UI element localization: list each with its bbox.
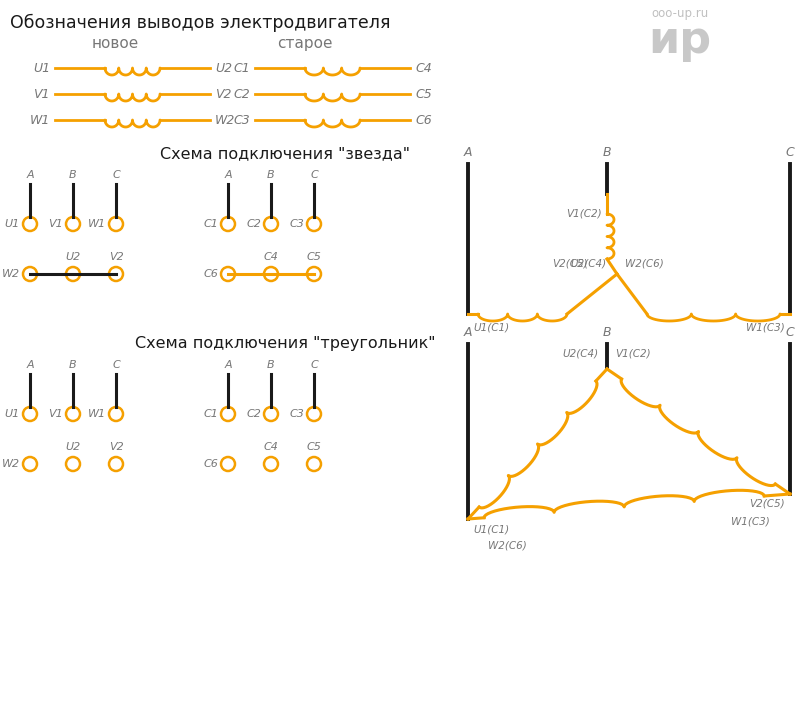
Text: A: A <box>464 146 472 159</box>
Text: U1: U1 <box>33 61 50 75</box>
Text: U1: U1 <box>5 409 20 419</box>
Text: C: C <box>112 170 120 180</box>
Text: Схема подключения "звезда": Схема подключения "звезда" <box>160 146 410 161</box>
Text: C3: C3 <box>289 219 304 229</box>
Text: U2(C4): U2(C4) <box>571 259 607 269</box>
Text: V2: V2 <box>109 252 123 262</box>
Text: C5: C5 <box>415 87 432 101</box>
Text: C4: C4 <box>415 61 432 75</box>
Text: W2: W2 <box>2 269 20 279</box>
Text: C6: C6 <box>415 113 432 127</box>
Text: C: C <box>786 146 794 159</box>
Text: U1(C1): U1(C1) <box>473 524 509 534</box>
Text: A: A <box>464 326 472 339</box>
Text: V2: V2 <box>109 442 123 452</box>
Text: V1: V1 <box>48 219 63 229</box>
Text: B: B <box>69 360 77 370</box>
Text: V2: V2 <box>215 87 231 101</box>
Text: C5: C5 <box>306 252 322 262</box>
Text: ир: ир <box>649 19 711 62</box>
Text: C2: C2 <box>246 219 261 229</box>
Text: C4: C4 <box>263 252 278 262</box>
Text: B: B <box>602 146 611 159</box>
Text: W1: W1 <box>88 409 106 419</box>
Text: U2: U2 <box>215 61 232 75</box>
Text: W2: W2 <box>2 459 20 469</box>
Text: C2: C2 <box>246 409 261 419</box>
Text: U2: U2 <box>66 252 81 262</box>
Text: C1: C1 <box>234 61 250 75</box>
Text: C3: C3 <box>289 409 304 419</box>
Text: новое: новое <box>91 36 138 51</box>
Text: C: C <box>112 360 120 370</box>
Text: W2: W2 <box>215 113 235 127</box>
Text: B: B <box>267 170 275 180</box>
Text: C: C <box>310 170 318 180</box>
Text: старое: старое <box>278 36 333 51</box>
Text: Схема подключения "треугольник": Схема подключения "треугольник" <box>134 336 435 351</box>
Text: B: B <box>267 360 275 370</box>
Text: W1(C3): W1(C3) <box>731 516 770 526</box>
Text: C2: C2 <box>234 87 250 101</box>
Text: A: A <box>224 170 232 180</box>
Text: U2: U2 <box>66 442 81 452</box>
Text: C1: C1 <box>203 409 218 419</box>
Text: V2(C5): V2(C5) <box>552 259 588 269</box>
Text: C5: C5 <box>306 442 322 452</box>
Text: U2(C4): U2(C4) <box>563 349 599 359</box>
Text: W1(C3): W1(C3) <box>746 322 785 332</box>
Text: B: B <box>602 326 611 339</box>
Text: C: C <box>786 326 794 339</box>
Text: C: C <box>310 360 318 370</box>
Text: U1(C1): U1(C1) <box>473 322 509 332</box>
Text: C6: C6 <box>203 269 218 279</box>
Text: Обозначения выводов электродвигателя: Обозначения выводов электродвигателя <box>10 14 390 32</box>
Text: V1: V1 <box>34 87 50 101</box>
Text: C3: C3 <box>234 113 250 127</box>
Text: V2(C5): V2(C5) <box>750 499 785 509</box>
Text: ooo-up.ru: ooo-up.ru <box>651 7 709 20</box>
Text: C6: C6 <box>203 459 218 469</box>
Text: W2(C6): W2(C6) <box>488 541 526 551</box>
Text: W1: W1 <box>30 113 50 127</box>
Text: V1(C2): V1(C2) <box>615 349 650 359</box>
Text: W2(C6): W2(C6) <box>625 259 664 269</box>
Text: A: A <box>26 170 34 180</box>
Text: V1: V1 <box>48 409 63 419</box>
Text: U1: U1 <box>5 219 20 229</box>
Text: A: A <box>26 360 34 370</box>
Text: A: A <box>224 360 232 370</box>
Text: W1: W1 <box>88 219 106 229</box>
Text: C1: C1 <box>203 219 218 229</box>
Text: V1(C2): V1(C2) <box>566 209 602 219</box>
Text: C4: C4 <box>263 442 278 452</box>
Text: B: B <box>69 170 77 180</box>
